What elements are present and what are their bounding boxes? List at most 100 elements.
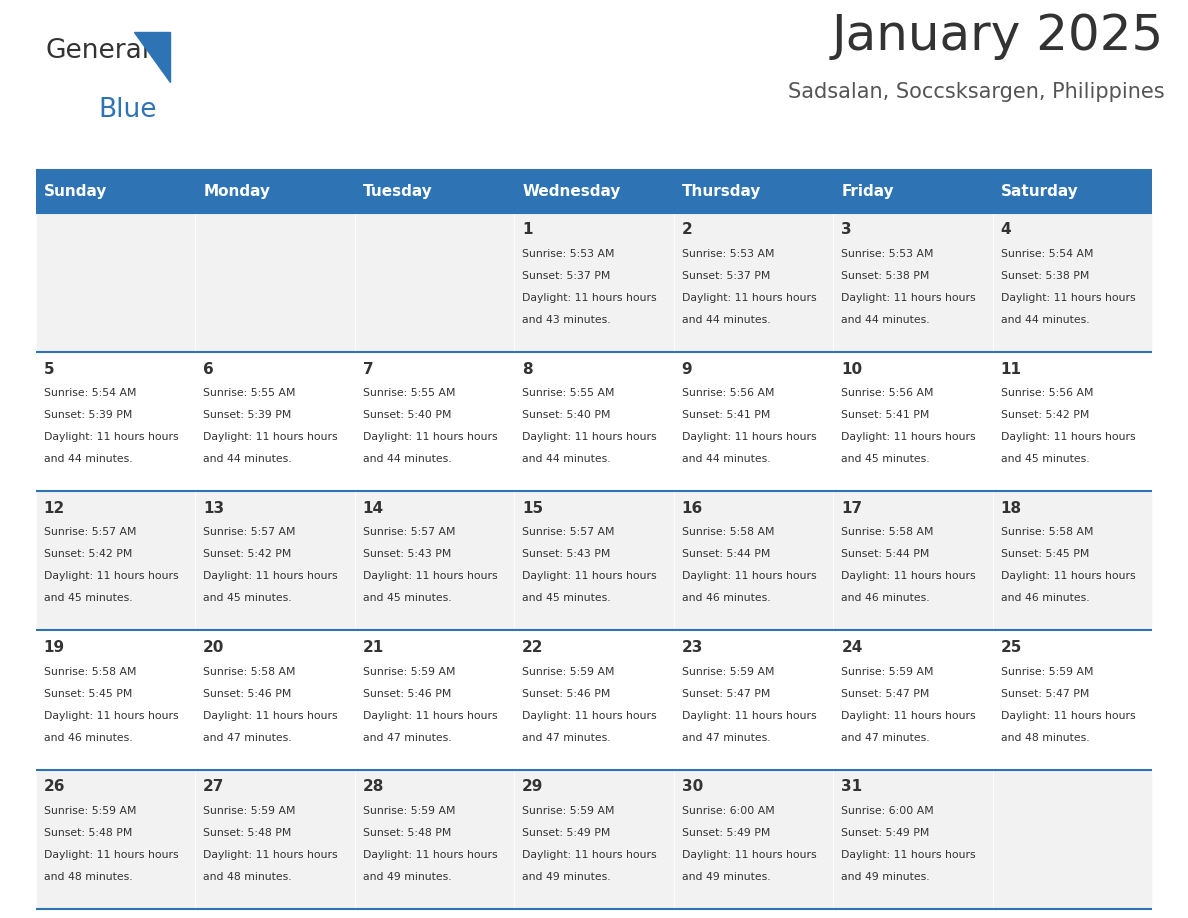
Text: and 49 minutes.: and 49 minutes. bbox=[682, 872, 770, 882]
Text: 28: 28 bbox=[362, 779, 384, 794]
Text: Sunset: 5:42 PM: Sunset: 5:42 PM bbox=[44, 549, 132, 559]
Text: and 46 minutes.: and 46 minutes. bbox=[682, 593, 770, 603]
Text: Daylight: 11 hours hours: Daylight: 11 hours hours bbox=[682, 432, 816, 442]
Text: Daylight: 11 hours hours: Daylight: 11 hours hours bbox=[682, 293, 816, 303]
Text: 10: 10 bbox=[841, 362, 862, 376]
Text: and 44 minutes.: and 44 minutes. bbox=[44, 454, 132, 465]
Bar bbox=[195, 213, 355, 352]
Text: Sunset: 5:48 PM: Sunset: 5:48 PM bbox=[362, 828, 451, 838]
Text: 21: 21 bbox=[362, 640, 384, 655]
Bar bbox=[36, 170, 195, 213]
Text: Sunrise: 5:59 AM: Sunrise: 5:59 AM bbox=[362, 806, 455, 816]
Text: Sunrise: 5:56 AM: Sunrise: 5:56 AM bbox=[682, 388, 775, 398]
Text: Sunset: 5:49 PM: Sunset: 5:49 PM bbox=[841, 828, 930, 838]
Text: Sunrise: 5:53 AM: Sunrise: 5:53 AM bbox=[841, 249, 934, 259]
Text: 6: 6 bbox=[203, 362, 214, 376]
Bar bbox=[195, 491, 355, 631]
Text: Daylight: 11 hours hours: Daylight: 11 hours hours bbox=[682, 850, 816, 860]
Text: Sunrise: 5:59 AM: Sunrise: 5:59 AM bbox=[1000, 666, 1093, 677]
Text: 11: 11 bbox=[1000, 362, 1022, 376]
Text: Sunrise: 5:53 AM: Sunrise: 5:53 AM bbox=[682, 249, 775, 259]
Text: Daylight: 11 hours hours: Daylight: 11 hours hours bbox=[362, 850, 498, 860]
Text: 22: 22 bbox=[523, 640, 544, 655]
Text: Daylight: 11 hours hours: Daylight: 11 hours hours bbox=[362, 432, 498, 442]
Text: Daylight: 11 hours hours: Daylight: 11 hours hours bbox=[841, 571, 975, 581]
Text: and 49 minutes.: and 49 minutes. bbox=[841, 872, 930, 882]
Text: and 44 minutes.: and 44 minutes. bbox=[362, 454, 451, 465]
Text: 2: 2 bbox=[682, 222, 693, 238]
Bar bbox=[993, 213, 1152, 352]
Bar bbox=[514, 769, 674, 909]
Text: and 47 minutes.: and 47 minutes. bbox=[362, 733, 451, 743]
Text: 25: 25 bbox=[1000, 640, 1022, 655]
Text: 24: 24 bbox=[841, 640, 862, 655]
Text: Daylight: 11 hours hours: Daylight: 11 hours hours bbox=[362, 711, 498, 721]
Text: and 48 minutes.: and 48 minutes. bbox=[1000, 733, 1089, 743]
Bar bbox=[674, 631, 833, 769]
Text: 3: 3 bbox=[841, 222, 852, 238]
Text: Daylight: 11 hours hours: Daylight: 11 hours hours bbox=[203, 432, 337, 442]
Text: 31: 31 bbox=[841, 779, 862, 794]
Text: Daylight: 11 hours hours: Daylight: 11 hours hours bbox=[523, 850, 657, 860]
Text: Daylight: 11 hours hours: Daylight: 11 hours hours bbox=[1000, 711, 1136, 721]
Text: 13: 13 bbox=[203, 501, 225, 516]
Bar bbox=[355, 170, 514, 213]
Text: and 44 minutes.: and 44 minutes. bbox=[523, 454, 611, 465]
Text: Sunrise: 5:59 AM: Sunrise: 5:59 AM bbox=[523, 806, 614, 816]
Bar bbox=[993, 769, 1152, 909]
Bar bbox=[36, 631, 195, 769]
Text: and 49 minutes.: and 49 minutes. bbox=[523, 872, 611, 882]
Text: Sunset: 5:48 PM: Sunset: 5:48 PM bbox=[44, 828, 132, 838]
Text: Sunset: 5:46 PM: Sunset: 5:46 PM bbox=[203, 688, 291, 699]
Text: Monday: Monday bbox=[203, 184, 270, 199]
Text: Sunrise: 5:54 AM: Sunrise: 5:54 AM bbox=[1000, 249, 1093, 259]
Text: Sunrise: 5:59 AM: Sunrise: 5:59 AM bbox=[203, 806, 296, 816]
Text: Sunset: 5:41 PM: Sunset: 5:41 PM bbox=[841, 410, 930, 420]
Text: 5: 5 bbox=[44, 362, 55, 376]
Bar bbox=[993, 170, 1152, 213]
Text: and 47 minutes.: and 47 minutes. bbox=[682, 733, 770, 743]
Text: Thursday: Thursday bbox=[682, 184, 762, 199]
Text: January 2025: January 2025 bbox=[832, 12, 1164, 60]
Text: Sunset: 5:45 PM: Sunset: 5:45 PM bbox=[44, 688, 132, 699]
Bar bbox=[833, 769, 993, 909]
Text: Daylight: 11 hours hours: Daylight: 11 hours hours bbox=[44, 432, 178, 442]
Text: 23: 23 bbox=[682, 640, 703, 655]
Text: Sunrise: 5:56 AM: Sunrise: 5:56 AM bbox=[1000, 388, 1093, 398]
Text: 4: 4 bbox=[1000, 222, 1011, 238]
Text: 16: 16 bbox=[682, 501, 703, 516]
Text: and 44 minutes.: and 44 minutes. bbox=[682, 315, 770, 325]
Text: Sunset: 5:37 PM: Sunset: 5:37 PM bbox=[523, 271, 611, 281]
Text: Saturday: Saturday bbox=[1000, 184, 1079, 199]
Text: Daylight: 11 hours hours: Daylight: 11 hours hours bbox=[1000, 293, 1136, 303]
Text: Daylight: 11 hours hours: Daylight: 11 hours hours bbox=[44, 711, 178, 721]
Text: General: General bbox=[45, 39, 150, 64]
Text: Daylight: 11 hours hours: Daylight: 11 hours hours bbox=[523, 432, 657, 442]
Text: Sunrise: 6:00 AM: Sunrise: 6:00 AM bbox=[841, 806, 934, 816]
Text: Daylight: 11 hours hours: Daylight: 11 hours hours bbox=[523, 571, 657, 581]
Text: Sunrise: 5:59 AM: Sunrise: 5:59 AM bbox=[362, 666, 455, 677]
Bar bbox=[993, 352, 1152, 491]
Text: 20: 20 bbox=[203, 640, 225, 655]
Bar bbox=[36, 769, 195, 909]
Bar bbox=[514, 213, 674, 352]
Text: 8: 8 bbox=[523, 362, 533, 376]
Text: 9: 9 bbox=[682, 362, 693, 376]
Text: and 46 minutes.: and 46 minutes. bbox=[44, 733, 132, 743]
Bar bbox=[195, 769, 355, 909]
Text: Sunset: 5:47 PM: Sunset: 5:47 PM bbox=[1000, 688, 1089, 699]
Text: and 46 minutes.: and 46 minutes. bbox=[841, 593, 930, 603]
Text: Daylight: 11 hours hours: Daylight: 11 hours hours bbox=[44, 850, 178, 860]
Text: Wednesday: Wednesday bbox=[523, 184, 620, 199]
Text: and 44 minutes.: and 44 minutes. bbox=[841, 315, 930, 325]
Text: and 45 minutes.: and 45 minutes. bbox=[203, 593, 292, 603]
Bar bbox=[674, 170, 833, 213]
Bar bbox=[674, 491, 833, 631]
Text: Daylight: 11 hours hours: Daylight: 11 hours hours bbox=[841, 850, 975, 860]
Text: Sunrise: 5:55 AM: Sunrise: 5:55 AM bbox=[362, 388, 455, 398]
Text: Sunrise: 5:57 AM: Sunrise: 5:57 AM bbox=[523, 527, 614, 537]
Text: and 45 minutes.: and 45 minutes. bbox=[362, 593, 451, 603]
Text: 12: 12 bbox=[44, 501, 65, 516]
Text: and 44 minutes.: and 44 minutes. bbox=[203, 454, 292, 465]
Text: Sunset: 5:49 PM: Sunset: 5:49 PM bbox=[682, 828, 770, 838]
